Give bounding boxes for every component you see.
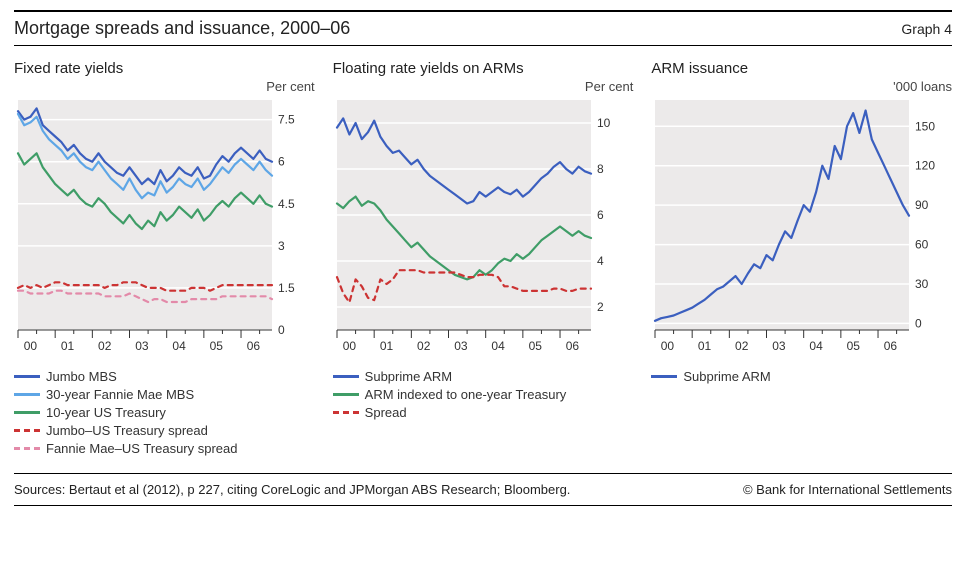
panel2-svg: 2 4 6 8 10 00 01 02 03 04 05 06 bbox=[333, 96, 633, 356]
svg-text:0: 0 bbox=[915, 316, 922, 330]
svg-text:8: 8 bbox=[597, 162, 604, 176]
svg-text:02: 02 bbox=[735, 339, 749, 353]
svg-text:00: 00 bbox=[342, 339, 356, 353]
svg-text:04: 04 bbox=[172, 339, 186, 353]
panel3-title: ARM issuance bbox=[651, 60, 952, 77]
svg-text:3: 3 bbox=[278, 239, 285, 253]
svg-text:01: 01 bbox=[380, 339, 394, 353]
legend-swatch bbox=[651, 375, 677, 378]
svg-text:01: 01 bbox=[698, 339, 712, 353]
legend-swatch bbox=[333, 375, 359, 378]
top-rule bbox=[14, 10, 952, 12]
svg-text:6: 6 bbox=[278, 155, 285, 169]
legend-label: Spread bbox=[365, 405, 407, 420]
legend-swatch bbox=[333, 393, 359, 396]
graph-label: Graph 4 bbox=[901, 21, 952, 37]
legend-item: 10-year US Treasury bbox=[14, 405, 315, 420]
svg-text:4: 4 bbox=[597, 254, 604, 268]
svg-text:60: 60 bbox=[915, 238, 929, 252]
svg-text:4.5: 4.5 bbox=[278, 197, 295, 211]
svg-text:00: 00 bbox=[24, 339, 38, 353]
legend-label: Fannie Mae–US Treasury spread bbox=[46, 441, 237, 456]
svg-text:04: 04 bbox=[491, 339, 505, 353]
main-title: Mortgage spreads and issuance, 2000–06 bbox=[14, 18, 350, 39]
svg-text:00: 00 bbox=[661, 339, 675, 353]
svg-text:1.5: 1.5 bbox=[278, 281, 295, 295]
legend-item: Jumbo–US Treasury spread bbox=[14, 423, 315, 438]
svg-text:120: 120 bbox=[915, 159, 935, 173]
svg-text:03: 03 bbox=[135, 339, 149, 353]
legend-label: Jumbo–US Treasury spread bbox=[46, 423, 208, 438]
svg-text:90: 90 bbox=[915, 198, 929, 212]
legend-item: Subprime ARM bbox=[333, 369, 634, 384]
copyright-text: © Bank for International Settlements bbox=[743, 482, 952, 497]
svg-text:03: 03 bbox=[773, 339, 787, 353]
svg-text:6: 6 bbox=[597, 208, 604, 222]
svg-text:05: 05 bbox=[210, 339, 224, 353]
svg-text:10: 10 bbox=[597, 116, 611, 130]
panel3-unit: '000 loans bbox=[893, 79, 952, 94]
svg-text:05: 05 bbox=[528, 339, 542, 353]
legend-swatch bbox=[14, 447, 40, 450]
svg-text:03: 03 bbox=[454, 339, 468, 353]
panel-floating-rate: Floating rate yields on ARMs Per cent 2 4… bbox=[333, 60, 634, 459]
panel1-legend: Jumbo MBS 30-year Fannie Mae MBS 10-year U… bbox=[14, 369, 315, 459]
svg-text:06: 06 bbox=[247, 339, 261, 353]
panels-row: Fixed rate yields Per cent 01.534.567.50… bbox=[14, 60, 952, 459]
svg-text:02: 02 bbox=[98, 339, 112, 353]
panel1-title: Fixed rate yields bbox=[14, 60, 315, 77]
panel1-svg: 0 1.5 3 4.5 6 7.5 00 01 02 03 04 05 06 bbox=[14, 96, 314, 356]
svg-text:7.5: 7.5 bbox=[278, 113, 295, 127]
svg-text:0: 0 bbox=[278, 323, 285, 337]
legend-swatch bbox=[14, 411, 40, 414]
legend-label: ARM indexed to one-year Treasury bbox=[365, 387, 567, 402]
footer: Sources: Bertaut et al (2012), p 227, ci… bbox=[14, 473, 952, 506]
svg-text:06: 06 bbox=[884, 339, 898, 353]
panel2-title: Floating rate yields on ARMs bbox=[333, 60, 634, 77]
panel-fixed-rate: Fixed rate yields Per cent 01.534.567.50… bbox=[14, 60, 315, 459]
legend-label: Jumbo MBS bbox=[46, 369, 117, 384]
legend-label: Subprime ARM bbox=[365, 369, 452, 384]
legend-swatch bbox=[333, 411, 359, 414]
legend-item: Spread bbox=[333, 405, 634, 420]
legend-swatch bbox=[14, 375, 40, 378]
svg-text:150: 150 bbox=[915, 119, 935, 133]
svg-text:05: 05 bbox=[847, 339, 861, 353]
svg-text:04: 04 bbox=[810, 339, 824, 353]
legend-swatch bbox=[14, 393, 40, 396]
panel2-unit: Per cent bbox=[585, 79, 633, 94]
svg-text:02: 02 bbox=[417, 339, 431, 353]
sources-text: Sources: Bertaut et al (2012), p 227, ci… bbox=[14, 482, 570, 497]
legend-item: Subprime ARM bbox=[651, 369, 952, 384]
legend-item: Fannie Mae–US Treasury spread bbox=[14, 441, 315, 456]
svg-text:06: 06 bbox=[565, 339, 579, 353]
panel1-unit: Per cent bbox=[266, 79, 314, 94]
panel2-legend: Subprime ARM ARM indexed to one-year Trea… bbox=[333, 369, 634, 423]
panel3-legend: Subprime ARM bbox=[651, 369, 952, 387]
legend-label: 30-year Fannie Mae MBS bbox=[46, 387, 194, 402]
legend-item: 30-year Fannie Mae MBS bbox=[14, 387, 315, 402]
header: Mortgage spreads and issuance, 2000–06 G… bbox=[14, 18, 952, 46]
panel-arm-issuance: ARM issuance '000 loans 0306090120150000… bbox=[651, 60, 952, 459]
legend-item: ARM indexed to one-year Treasury bbox=[333, 387, 634, 402]
legend-label: 10-year US Treasury bbox=[46, 405, 166, 420]
legend-item: Jumbo MBS bbox=[14, 369, 315, 384]
svg-text:30: 30 bbox=[915, 277, 929, 291]
svg-text:2: 2 bbox=[597, 300, 604, 314]
legend-label: Subprime ARM bbox=[683, 369, 770, 384]
legend-swatch bbox=[14, 429, 40, 432]
svg-text:01: 01 bbox=[61, 339, 75, 353]
panel3-svg: 0 30 60 90 120 150 00 01 02 03 04 05 06 bbox=[651, 96, 951, 356]
